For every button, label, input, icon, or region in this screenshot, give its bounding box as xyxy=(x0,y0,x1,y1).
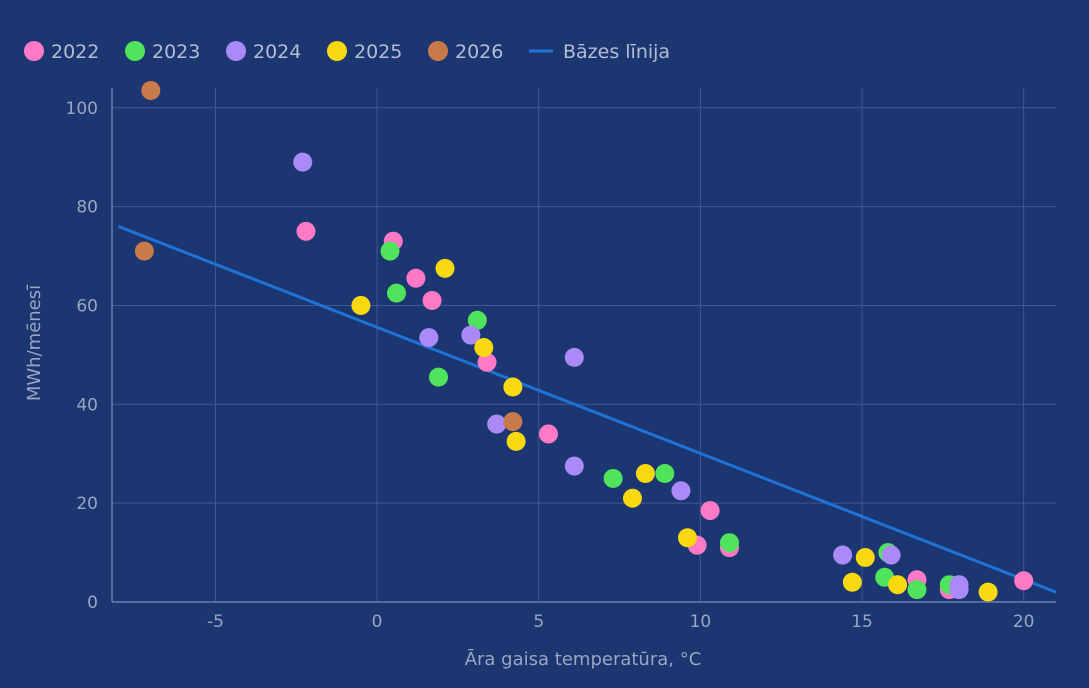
y-tick-label: 0 xyxy=(87,593,98,613)
point-2022[interactable] xyxy=(406,268,426,288)
point-2022[interactable] xyxy=(477,352,497,372)
point-2023[interactable] xyxy=(386,283,406,303)
point-2024[interactable] xyxy=(564,347,584,367)
legend-label-2022[interactable]: 2022 xyxy=(51,41,99,63)
point-2023[interactable] xyxy=(719,533,739,553)
point-2023[interactable] xyxy=(429,367,449,387)
legend-marker-2023 xyxy=(125,41,145,61)
point-2024[interactable] xyxy=(461,325,481,345)
point-2025[interactable] xyxy=(622,488,642,508)
legend-label-baseline[interactable]: Bāzes līnija xyxy=(563,41,670,63)
point-2025[interactable] xyxy=(435,258,455,278)
legend-label-2024[interactable]: 2024 xyxy=(253,41,301,63)
gridlines xyxy=(112,88,1056,602)
legend-label-2025[interactable]: 2025 xyxy=(354,41,402,63)
y-tick-label: 40 xyxy=(76,395,98,415)
point-2024[interactable] xyxy=(881,545,901,565)
point-2023[interactable] xyxy=(655,464,675,483)
point-2026[interactable] xyxy=(134,241,154,261)
legend-marker-2022 xyxy=(24,41,44,61)
point-2024[interactable] xyxy=(949,575,969,595)
point-2024[interactable] xyxy=(564,456,584,476)
legend-marker-2026 xyxy=(428,41,448,61)
point-2022[interactable] xyxy=(538,424,558,444)
x-tick-label: 20 xyxy=(1013,612,1035,632)
x-axis-title: Āra gaisa temperatūra, °C xyxy=(465,648,702,670)
point-2025[interactable] xyxy=(855,548,875,568)
point-2023[interactable] xyxy=(467,310,487,330)
legend: 2022 2023 2024 2025 2026 Bāzes līnija xyxy=(24,41,670,63)
y-tick-label: 100 xyxy=(66,99,98,119)
x-tick-label: 10 xyxy=(690,612,712,632)
y-tick-label: 20 xyxy=(76,494,98,514)
point-2025[interactable] xyxy=(474,337,494,357)
legend-marker-2025 xyxy=(327,41,347,61)
y-axis-title: MWh/mēnesī xyxy=(24,284,45,401)
point-2023[interactable] xyxy=(603,468,623,488)
point-2026[interactable] xyxy=(503,412,523,432)
point-2025[interactable] xyxy=(635,464,655,483)
x-tick-label: 15 xyxy=(851,612,873,632)
y-tick-label: 60 xyxy=(76,296,98,316)
point-2025[interactable] xyxy=(506,431,526,451)
baseline-layer xyxy=(117,224,1057,594)
point-2025[interactable] xyxy=(677,528,697,548)
point-2024[interactable] xyxy=(487,414,507,434)
point-2025[interactable] xyxy=(842,572,862,592)
point-2025[interactable] xyxy=(503,377,523,397)
point-2023[interactable] xyxy=(380,241,400,261)
y-tick-label: 80 xyxy=(76,198,98,218)
x-tick-label: 0 xyxy=(372,612,383,632)
point-2025[interactable] xyxy=(888,575,908,595)
baseline-line xyxy=(117,224,1057,594)
x-tick-label: -5 xyxy=(207,612,224,632)
point-2022[interactable] xyxy=(296,221,316,241)
point-2024[interactable] xyxy=(833,545,853,565)
legend-marker-2024 xyxy=(226,41,246,61)
point-2024[interactable] xyxy=(671,481,691,501)
point-2026[interactable] xyxy=(141,80,161,100)
point-2025[interactable] xyxy=(351,295,371,315)
point-2024[interactable] xyxy=(419,328,439,348)
point-2022[interactable] xyxy=(422,291,442,311)
point-2023[interactable] xyxy=(907,580,927,600)
axes: 0 20 40 60 80 100 -5 0 5 10 15 20 xyxy=(66,88,1056,632)
data-points xyxy=(134,80,1034,602)
point-2024[interactable] xyxy=(293,152,313,172)
point-2022[interactable] xyxy=(1014,571,1034,591)
point-2022[interactable] xyxy=(700,501,720,521)
x-tick-label: 5 xyxy=(533,612,544,632)
legend-label-2026[interactable]: 2026 xyxy=(455,41,503,63)
point-2025[interactable] xyxy=(978,582,998,602)
legend-label-2023[interactable]: 2023 xyxy=(152,41,200,63)
